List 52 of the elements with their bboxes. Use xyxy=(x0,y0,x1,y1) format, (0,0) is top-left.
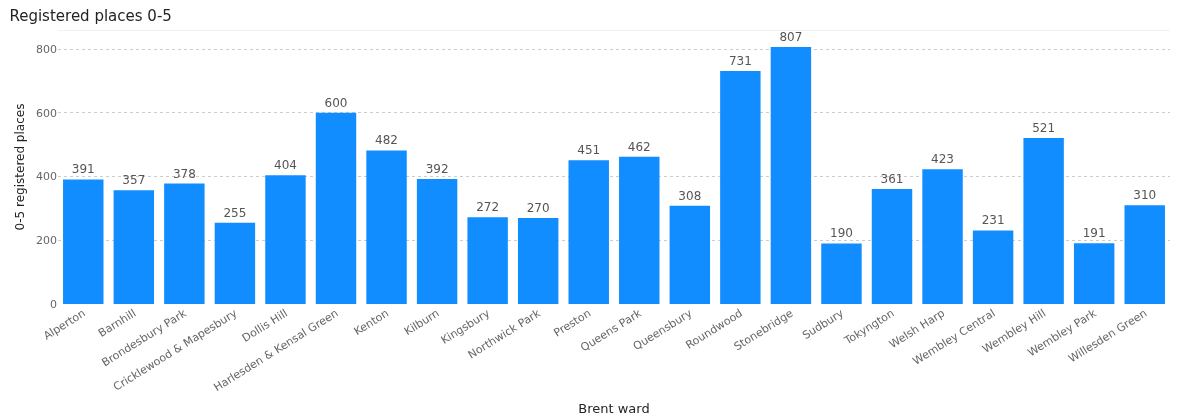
bar xyxy=(467,217,508,304)
data-label: 392 xyxy=(425,162,449,177)
data-label: 191 xyxy=(1082,226,1106,241)
data-label: 600 xyxy=(324,95,348,110)
bar xyxy=(164,183,205,304)
bar xyxy=(720,71,761,304)
data-label: 731 xyxy=(728,54,752,69)
bar xyxy=(113,190,155,304)
data-label: 521 xyxy=(1032,121,1056,136)
data-label: 255 xyxy=(223,205,247,220)
bar xyxy=(63,179,104,304)
bar xyxy=(871,188,913,304)
chart-title: Registered places 0-5 xyxy=(9,6,172,25)
data-label: 270 xyxy=(526,200,550,215)
data-label: 361 xyxy=(880,171,904,186)
bar xyxy=(619,156,660,304)
bar xyxy=(972,230,1014,304)
data-label: 462 xyxy=(627,139,651,154)
data-label: 391 xyxy=(71,162,95,177)
bar xyxy=(366,150,407,304)
bar xyxy=(265,175,306,304)
bar xyxy=(1124,205,1165,304)
data-label: 357 xyxy=(122,173,146,188)
data-label: 231 xyxy=(981,213,1005,228)
data-label: 482 xyxy=(375,133,398,148)
bar xyxy=(214,222,256,304)
data-label: 378 xyxy=(172,166,196,181)
y-tick-label: 800 xyxy=(36,42,57,56)
bar xyxy=(669,205,711,304)
bar xyxy=(770,46,812,304)
data-label: 404 xyxy=(274,158,297,173)
y-tick-label: 600 xyxy=(36,106,57,120)
data-label: 807 xyxy=(779,29,803,44)
bar xyxy=(315,112,357,304)
bar xyxy=(568,160,609,304)
bar xyxy=(517,217,559,304)
data-label: 423 xyxy=(931,152,954,167)
bar xyxy=(821,243,862,304)
bar xyxy=(1023,138,1064,304)
y-axis-title: 0-5 registered places xyxy=(13,103,28,231)
bar xyxy=(1073,243,1115,304)
bar xyxy=(416,179,458,304)
data-label: 310 xyxy=(1133,188,1157,203)
bar xyxy=(922,169,963,304)
x-axis-title: Brent ward xyxy=(578,400,650,416)
data-label: 308 xyxy=(678,188,702,203)
y-tick-label: 400 xyxy=(36,170,57,184)
data-label: 451 xyxy=(577,143,601,158)
data-label: 272 xyxy=(476,200,500,215)
y-tick-label: 200 xyxy=(36,234,57,248)
data-label: 190 xyxy=(830,226,853,241)
y-tick-label: 0 xyxy=(50,297,57,311)
